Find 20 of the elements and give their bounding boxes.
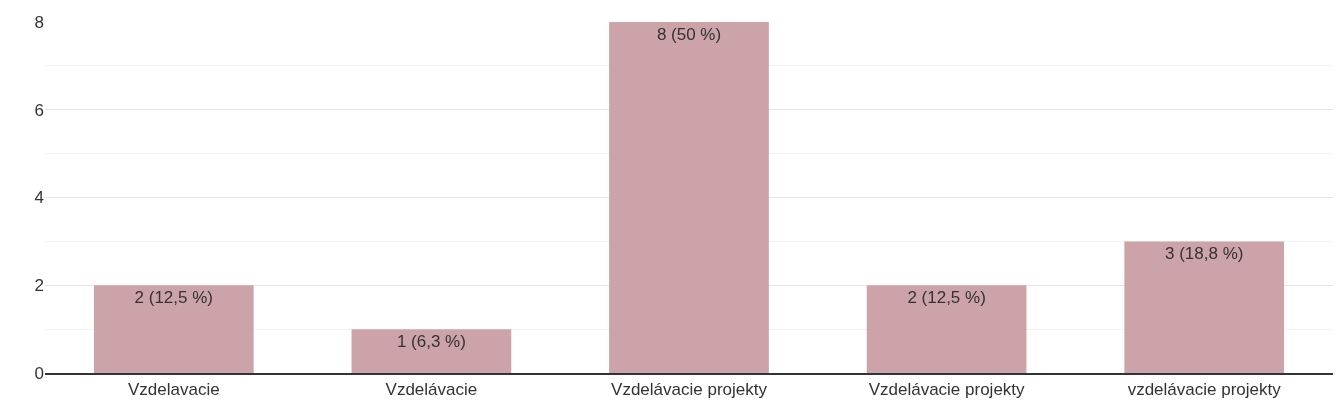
x-tick-label: Vzdelávacie projekty [611,380,768,400]
data-label: 3 (18,8 %) [1164,244,1244,264]
bar [609,22,769,373]
bar [93,285,254,373]
x-tick-label: vzdelávacie projekty [1127,380,1282,400]
y-tick-label: 6 [34,100,44,120]
y-tick-label: 0 [34,363,44,383]
bar [1124,241,1285,373]
data-label: 1 (6,3 %) [396,332,466,352]
bar [351,329,512,373]
x-tick-label: Vzdelávacie projekty [868,380,1026,400]
x-tick-label: Vzdelavacie [127,380,220,400]
bar [866,285,1027,373]
y-tick-label: 4 [34,188,44,208]
data-label: 2 (12,5 %) [907,288,986,308]
data-label: 2 (12,5 %) [134,288,214,308]
data-label: 8 (50 %) [656,25,722,44]
y-tick-label: 8 [34,12,44,32]
x-tick-label: Vzdelávacie [385,380,478,400]
y-tick-label: 2 [34,276,44,296]
